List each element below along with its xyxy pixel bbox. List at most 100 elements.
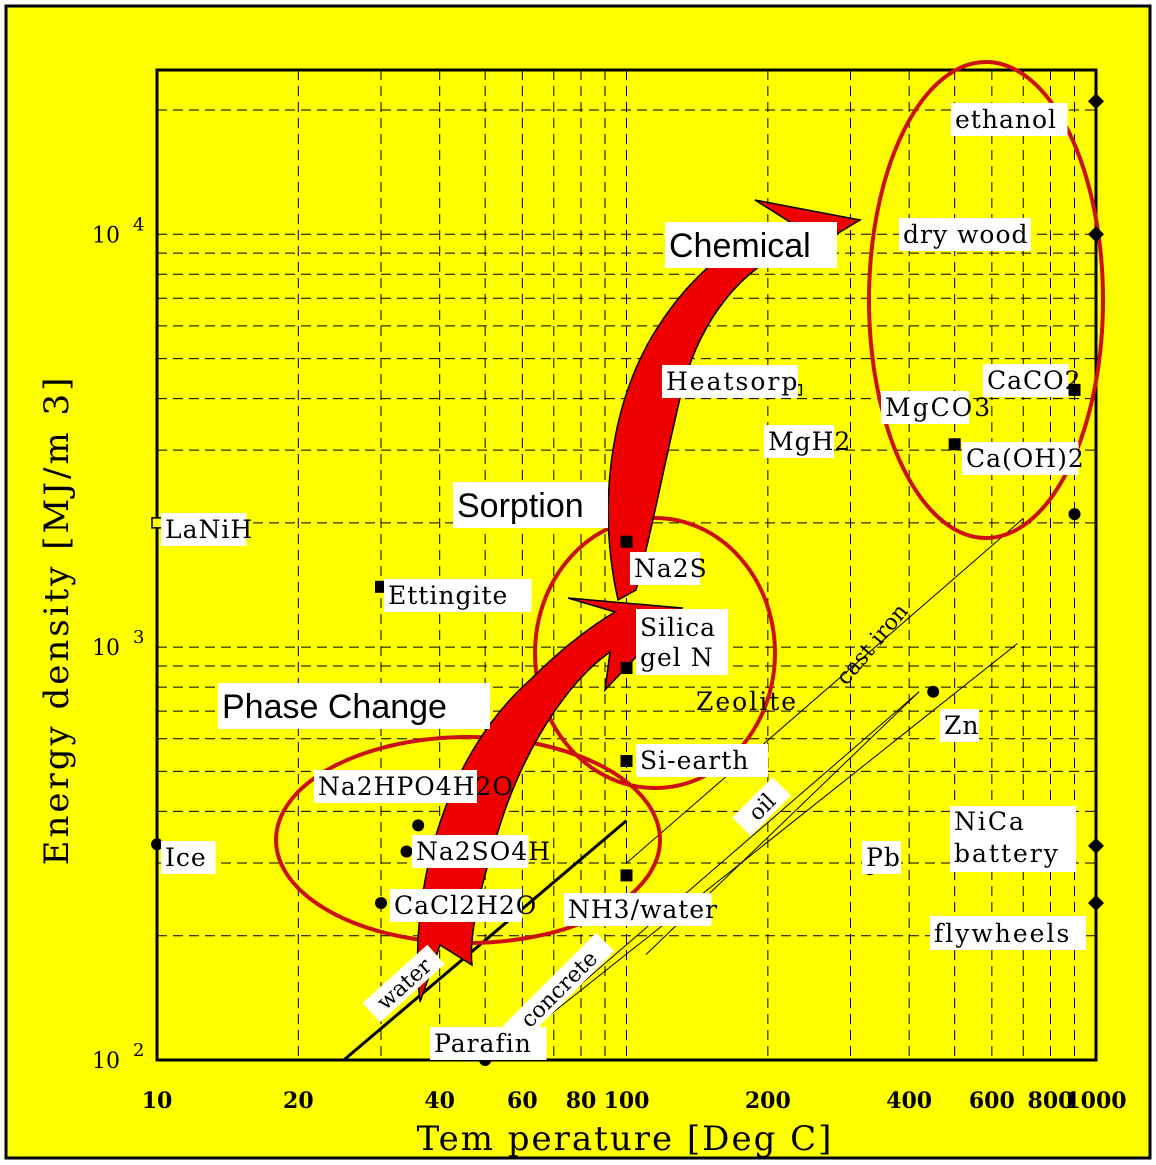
line-water [342, 819, 628, 1060]
point-na2so4h [400, 845, 413, 858]
y-tick-label-4: 10 [92, 223, 120, 248]
point-label-box [962, 442, 1079, 475]
chemical-label-box [665, 222, 837, 268]
point-label-lanih: LaNiH [165, 515, 253, 544]
point-nica-battery [1088, 837, 1104, 854]
point-label-nica-battery: NiCa battery [954, 807, 1060, 868]
y-tick-exponent-3: 3 [133, 627, 144, 648]
x-tick-label-20: 20 [283, 1088, 314, 1114]
point-label-caco2: CaCO2 [987, 366, 1082, 395]
point-ca-oh-2 [948, 438, 961, 451]
x-tick-label-1000: 1000 [1065, 1088, 1126, 1114]
line-label-box [502, 932, 615, 1045]
x-tick-label-40: 40 [424, 1088, 455, 1114]
point-label-na2so4h: Na2SO4H [416, 837, 551, 866]
point-label-ca-oh-2: Ca(OH)2 [966, 444, 1085, 473]
point-label-box [951, 103, 1068, 136]
line-unlabeled [492, 643, 1018, 1060]
point-label-box [430, 1027, 547, 1060]
point-label-box [930, 916, 1086, 950]
point-label-parafin: Parafin [434, 1029, 532, 1058]
other-label-mgco3: MgCO3 [885, 393, 992, 422]
category-labels: Phase Change Sorption Chemical [218, 222, 837, 729]
point-label-box [161, 513, 247, 546]
point-label-box [384, 579, 532, 612]
point-label-box [983, 364, 1069, 397]
x-tick-label-400: 400 [886, 1088, 932, 1114]
point-label-pb: Pb [866, 843, 901, 872]
line-label-box [362, 944, 445, 1023]
line-cast-iron [626, 518, 1024, 864]
sorption-ellipse [533, 516, 777, 790]
point-label-box [862, 841, 901, 874]
phase-change-label-box [218, 683, 490, 729]
point-lanih [151, 517, 163, 529]
point-label-box [412, 835, 529, 868]
point-cacl2h2o [375, 897, 388, 910]
y-tick-label-2: 10 [92, 1049, 120, 1074]
x-axis-title: Tem perature [Deg C] [417, 1119, 834, 1159]
x-tick-label-100: 100 [604, 1088, 650, 1114]
sorption-label: Sorption [457, 487, 584, 525]
point-ice [151, 838, 163, 851]
point-na2s [620, 535, 633, 548]
phase-change-label: Phase Change [222, 688, 447, 726]
y-tick-exponent-4: 4 [133, 214, 144, 235]
point-label-silica-gel-n: Silica gel N [640, 613, 716, 672]
point-label-na2hpo4h2o: Na2HPO4H2O [318, 772, 514, 801]
point-label-box [564, 893, 712, 926]
point-label-box [764, 425, 834, 458]
point-label-flywheels: flywheels [934, 919, 1071, 948]
x-tick-label-200: 200 [745, 1088, 791, 1114]
line-label-box [732, 777, 791, 836]
point-label-na2s: Na2S [634, 554, 708, 583]
other-label-box [881, 391, 969, 424]
point-zn [927, 685, 940, 698]
point-label-box [636, 744, 768, 777]
y-tick-exponent-2: 2 [133, 1040, 144, 1061]
point-label-box [630, 552, 700, 585]
point-nh3-water [620, 869, 633, 882]
sorption-label-box [453, 482, 608, 528]
y-tick-label-3: 10 [92, 636, 120, 661]
point-label-nh3-water: NH3/water [568, 895, 718, 924]
chemical-label: Chemical [669, 227, 811, 265]
y-axis-title: Energy density [MJ/m 3] [37, 375, 77, 866]
point-label-dry-wood: dry wood [903, 220, 1029, 249]
x-tick-label-60: 60 [507, 1088, 538, 1114]
point-label-zn: Zn [944, 711, 979, 740]
point-label-box [940, 709, 979, 742]
point-flywheels [1088, 895, 1104, 912]
x-tick-label-800: 800 [1028, 1088, 1074, 1114]
chemical-ellipse [867, 60, 1105, 540]
point-label-ethanol: ethanol [955, 105, 1057, 134]
x-tick-label-80: 80 [566, 1088, 597, 1114]
x-tick-label-600: 600 [969, 1088, 1015, 1114]
point-ethanol [1088, 93, 1104, 110]
point-label-box [950, 806, 1076, 872]
other-label-zeolite: Zeolite [696, 687, 798, 716]
point-silica-gel-n [620, 662, 633, 675]
point-label-box [161, 841, 216, 874]
point-label-box [899, 218, 1031, 251]
point-label-box [636, 609, 728, 675]
point-label-box [314, 770, 477, 803]
point-dry-wood [1088, 226, 1104, 243]
other-label-box [662, 365, 798, 398]
point-label-ettingite: Ettingite [388, 581, 508, 610]
point-si-earth [620, 754, 633, 767]
point-label-box [390, 889, 522, 922]
point-label-ice: Ice [165, 843, 207, 872]
other-label-heatsorp: Heatsorp [666, 367, 799, 396]
point-unlabeled [1068, 508, 1081, 521]
point-label-mgh2: MgH2 [768, 427, 851, 456]
point-na2hpo4h2o [412, 819, 425, 832]
point-caco2 [1068, 383, 1081, 396]
point-label-cacl2h2o: CaCl2H2O [394, 891, 537, 920]
x-tick-label-10: 10 [142, 1088, 173, 1114]
point-label-si-earth: Si-earth [640, 746, 749, 775]
